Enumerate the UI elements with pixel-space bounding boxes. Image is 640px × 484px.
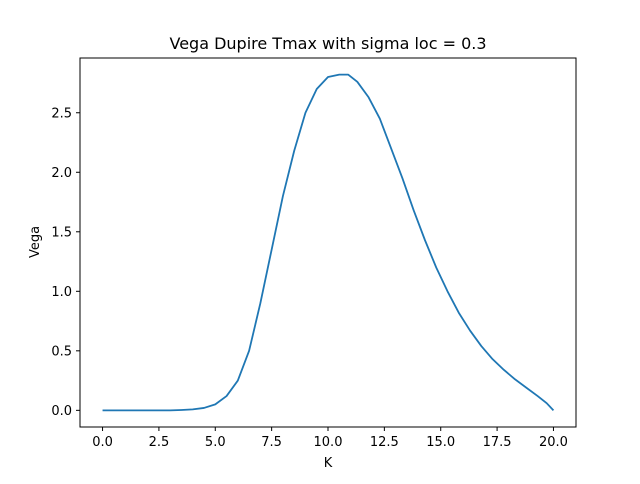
x-axis: 0.0 2.5 5.0 7.5 10.0 12.5 15.0 17.5 20.0 [92,427,568,450]
series-layer [102,73,555,412]
y-tick-label: 2.0 [51,166,72,181]
x-axis-label: K [324,456,333,471]
chart-title: Vega Dupire Tmax with sigma loc = 0.3 [169,34,486,53]
y-tick-label: 2.5 [51,106,72,121]
x-tick-label: 7.5 [261,435,282,450]
x-tick-label: 2.5 [149,435,170,450]
y-tick-label: 1.0 [51,285,72,300]
y-tick-label: 1.5 [51,225,72,240]
plot-frame [79,57,577,428]
x-tick-label: 12.5 [370,435,399,450]
x-tick-label: 20.0 [539,435,568,450]
y-tick-label: 0.0 [51,404,72,419]
x-tick-label: 17.5 [483,435,512,450]
x-tick-label: 15.0 [426,435,455,450]
x-tick-label: 10.0 [314,435,343,450]
x-tick-label: 5.0 [205,435,226,450]
y-axis: 0.0 0.5 1.0 1.5 2.0 2.5 [51,106,80,419]
x-tick-label: 0.0 [92,435,113,450]
y-axis-label: Vega [28,226,43,258]
y-tick-label: 0.5 [51,344,72,359]
series-line [102,73,555,412]
